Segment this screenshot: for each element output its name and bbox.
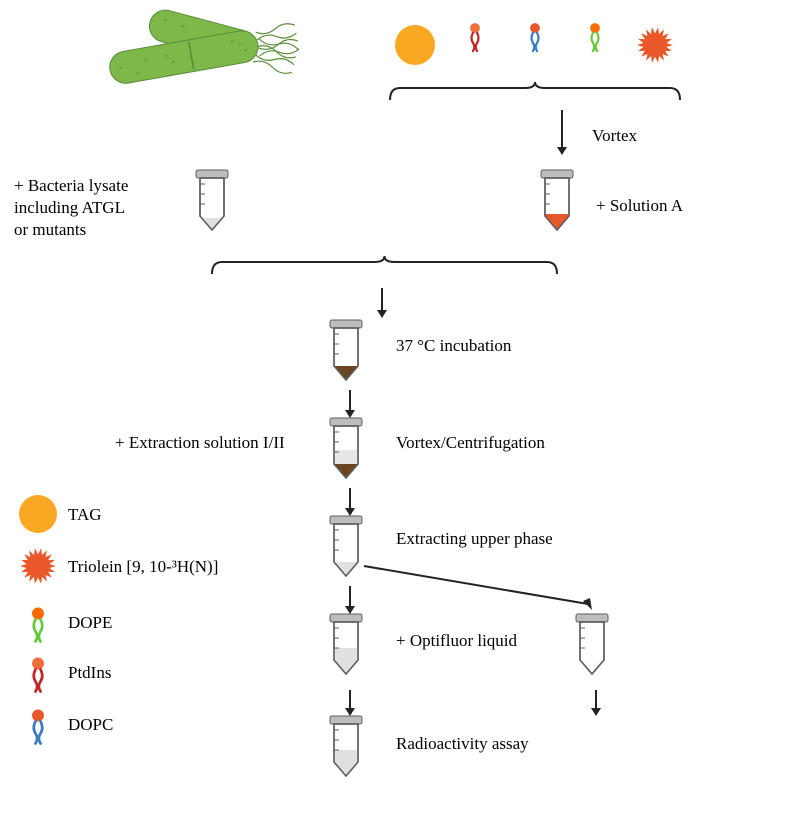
- label-solution-a: + Solution A: [596, 195, 683, 217]
- label-extraction: + Extraction solution I/II: [115, 432, 285, 454]
- label-incubation: 37 °C incubation: [396, 335, 511, 357]
- legend-tag-label: TAG: [68, 504, 102, 526]
- legend-triolein-label: Triolein [9, 10-³H(N)]: [68, 556, 218, 578]
- legend-dopc-label: DOPC: [68, 714, 113, 736]
- label-upper-phase: Extracting upper phase: [396, 528, 553, 550]
- label-bacteria-lysate: + Bacteria lysate including ATGL or muta…: [14, 175, 184, 241]
- label-optifluor: + Optifluor liquid: [396, 630, 517, 652]
- legend-ptdins-label: PtdIns: [68, 662, 111, 684]
- label-vortex-top: Vortex: [592, 125, 637, 147]
- label-vortex-centrif: Vortex/Centrifugation: [396, 432, 545, 454]
- diagram-canvas: [0, 0, 795, 835]
- legend-dope-label: DOPE: [68, 612, 112, 634]
- label-radio: Radioactivity assay: [396, 733, 529, 755]
